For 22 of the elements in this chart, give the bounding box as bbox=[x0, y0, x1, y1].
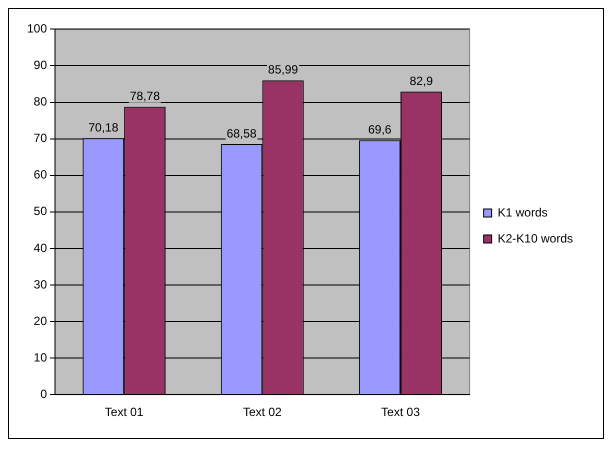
y-tick-label: 20 bbox=[34, 314, 48, 328]
data-label: 82,9 bbox=[410, 74, 434, 88]
data-label: 78,78 bbox=[130, 89, 160, 104]
data-label: 70,18 bbox=[88, 120, 119, 134]
data-label: 68,58 bbox=[226, 126, 257, 140]
y-tick-label: 100 bbox=[26, 22, 48, 36]
y-tick-label: 30 bbox=[34, 277, 48, 292]
x-tick-label: Text 02 bbox=[242, 405, 282, 420]
x-tick-label: Text 01 bbox=[104, 405, 144, 420]
legend-label: K2-K10 words bbox=[498, 231, 574, 246]
y-tick-label: 60 bbox=[34, 168, 48, 182]
y-tick-label: 80 bbox=[34, 94, 48, 109]
data-label: 85,99 bbox=[268, 62, 298, 77]
data-label: 69,6 bbox=[368, 122, 392, 137]
y-tick-label: 40 bbox=[34, 240, 48, 255]
y-tick-label: 50 bbox=[34, 204, 48, 218]
y-tick-label: 70 bbox=[34, 131, 48, 146]
x-tick-label: Text 03 bbox=[381, 405, 420, 420]
y-tick-label: 90 bbox=[34, 58, 48, 72]
legend-label: K1 words bbox=[498, 205, 548, 220]
y-tick-label: 0 bbox=[40, 386, 48, 401]
y-tick-label: 10 bbox=[34, 350, 48, 364]
